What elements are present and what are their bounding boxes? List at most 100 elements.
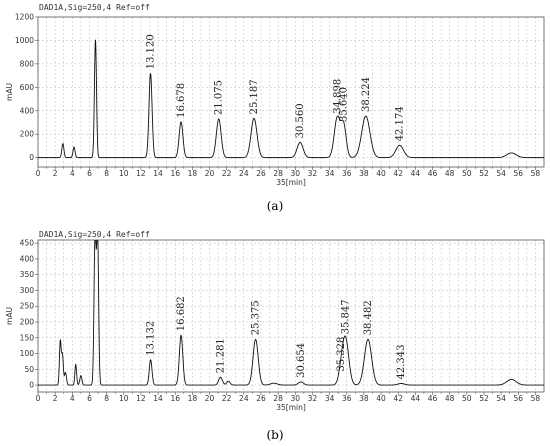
x-tick-label: 56 xyxy=(513,394,523,403)
x-tick-label: 38 xyxy=(359,169,369,178)
chart-panel-b: DAD1A,Sig=250,4 Ref=off05010015020025030… xyxy=(5,230,545,442)
x-tick-label: 32 xyxy=(308,394,318,403)
x-tick-label: 58 xyxy=(531,169,541,178)
x-tick-label: 34 xyxy=(325,394,335,403)
y-tick-label: 350 xyxy=(20,270,35,279)
x-tick-label: 8 xyxy=(104,169,109,178)
chart-panel-a: DAD1A,Sig=250,4 Ref=off02004006008001000… xyxy=(5,3,545,213)
y-tick-label: 300 xyxy=(20,286,35,295)
y-tick-label: 400 xyxy=(20,254,35,263)
y-tick-label: 800 xyxy=(20,59,35,68)
x-tick-label: 16 xyxy=(170,169,180,178)
x-tick-label: 2 xyxy=(53,394,58,403)
peak-label: 35.847 xyxy=(340,299,351,334)
y-tick-label: 200 xyxy=(20,317,35,326)
x-tick-label: 20 xyxy=(205,169,215,178)
x-tick-label: 30 xyxy=(291,394,301,403)
peak-label: 25.375 xyxy=(251,300,262,335)
x-tick-label: 36 xyxy=(342,394,352,403)
panel-label: (b) xyxy=(266,428,283,442)
x-tick-label: 54 xyxy=(496,394,506,403)
peak-label: 13.120 xyxy=(146,34,157,69)
peak-label: 42.174 xyxy=(395,106,406,141)
plot-frame xyxy=(37,16,545,168)
peak-label: 35.640 xyxy=(339,87,350,122)
peak-label: 13.132 xyxy=(146,321,157,356)
x-tick-label: 58 xyxy=(531,394,541,403)
x-tick-label: 50 xyxy=(462,394,472,403)
x-tick-label: 12 xyxy=(136,169,146,178)
x-tick-label: 36 xyxy=(342,169,352,178)
x-tick-label: 14 xyxy=(153,169,163,178)
x-tick-label: 24 xyxy=(239,394,249,403)
x-tick-label: 4 xyxy=(70,394,75,403)
x-tick-label: 28 xyxy=(273,169,283,178)
x-tick-label: 18 xyxy=(188,169,198,178)
chart-header: DAD1A,Sig=250,4 Ref=off xyxy=(39,3,150,12)
x-tick-label: 6 xyxy=(87,169,92,178)
y-axis-label: mAU xyxy=(5,83,14,101)
y-tick-label: 200 xyxy=(20,130,35,139)
peak-label: 42.343 xyxy=(396,345,407,380)
chart-header: DAD1A,Sig=250,4 Ref=off xyxy=(39,230,150,239)
x-tick-label: 8 xyxy=(104,394,109,403)
peak-label: 30.654 xyxy=(296,343,307,378)
x-tick-label: 22 xyxy=(222,169,232,178)
x-tick-label: 44 xyxy=(411,394,421,403)
signal-trace xyxy=(38,240,544,386)
x-tick-label: 12 xyxy=(136,394,146,403)
x-tick-label: 26 xyxy=(256,394,266,403)
y-tick-label: 0 xyxy=(29,381,34,390)
x-tick-label: 10 xyxy=(119,169,129,178)
y-tick-label: 0 xyxy=(29,153,34,162)
x-tick-label: 20 xyxy=(205,394,215,403)
x-tick-label: 48 xyxy=(445,169,455,178)
peak-label: 21.075 xyxy=(214,80,225,115)
y-tick-label: 1000 xyxy=(15,36,34,45)
x-tick-label: 44 xyxy=(411,169,421,178)
x-tick-label: 52 xyxy=(479,394,489,403)
x-tick-label: 28 xyxy=(273,394,283,403)
x-tick-label: 46 xyxy=(428,169,438,178)
x-tick-label: 32 xyxy=(308,169,318,178)
y-tick-label: 600 xyxy=(20,83,35,92)
y-tick-label: 1200 xyxy=(15,13,34,22)
x-tick-label: 0 xyxy=(36,394,41,403)
peak-label: 38.224 xyxy=(361,77,372,112)
x-tick-label: 22 xyxy=(222,394,232,403)
x-tick-label: 54 xyxy=(496,169,506,178)
y-axis-label: mAU xyxy=(5,307,14,325)
x-tick-label: 30 xyxy=(291,169,301,178)
x-tick-label: 34 xyxy=(325,169,335,178)
x-tick-label: 38 xyxy=(359,394,369,403)
x-tick-label: 24 xyxy=(239,169,249,178)
peak-label: 35.328 xyxy=(336,337,347,372)
y-tick-label: 250 xyxy=(20,302,35,311)
y-tick-label: 400 xyxy=(20,106,35,115)
peak-label: 38.482 xyxy=(363,300,374,335)
x-tick-label: 26 xyxy=(256,169,266,178)
signal-trace xyxy=(38,39,544,159)
x-tick-label: 56 xyxy=(513,169,523,178)
y-tick-label: 50 xyxy=(24,365,34,374)
y-tick-label: 100 xyxy=(20,349,35,358)
x-tick-label: 40 xyxy=(376,394,386,403)
x-tick-label: 4 xyxy=(70,169,75,178)
x-tick-label: 48 xyxy=(445,394,455,403)
x-tick-label: 10 xyxy=(119,394,129,403)
x-tick-label: 0 xyxy=(36,169,41,178)
x-tick-label: 50 xyxy=(462,169,472,178)
x-axis-label: 35[min] xyxy=(276,178,306,187)
x-tick-label: 52 xyxy=(479,169,489,178)
x-tick-label: 40 xyxy=(376,169,386,178)
peak-label: 25.187 xyxy=(249,79,260,114)
x-tick-label: 16 xyxy=(170,394,180,403)
peak-label: 21.281 xyxy=(216,338,227,373)
peak-label: 16.678 xyxy=(176,83,187,118)
peak-label: 30.560 xyxy=(295,103,306,138)
x-tick-label: 46 xyxy=(428,394,438,403)
peak-label: 34.898 xyxy=(332,79,343,114)
peak-label: 16.682 xyxy=(176,296,187,331)
x-tick-label: 42 xyxy=(393,169,403,178)
